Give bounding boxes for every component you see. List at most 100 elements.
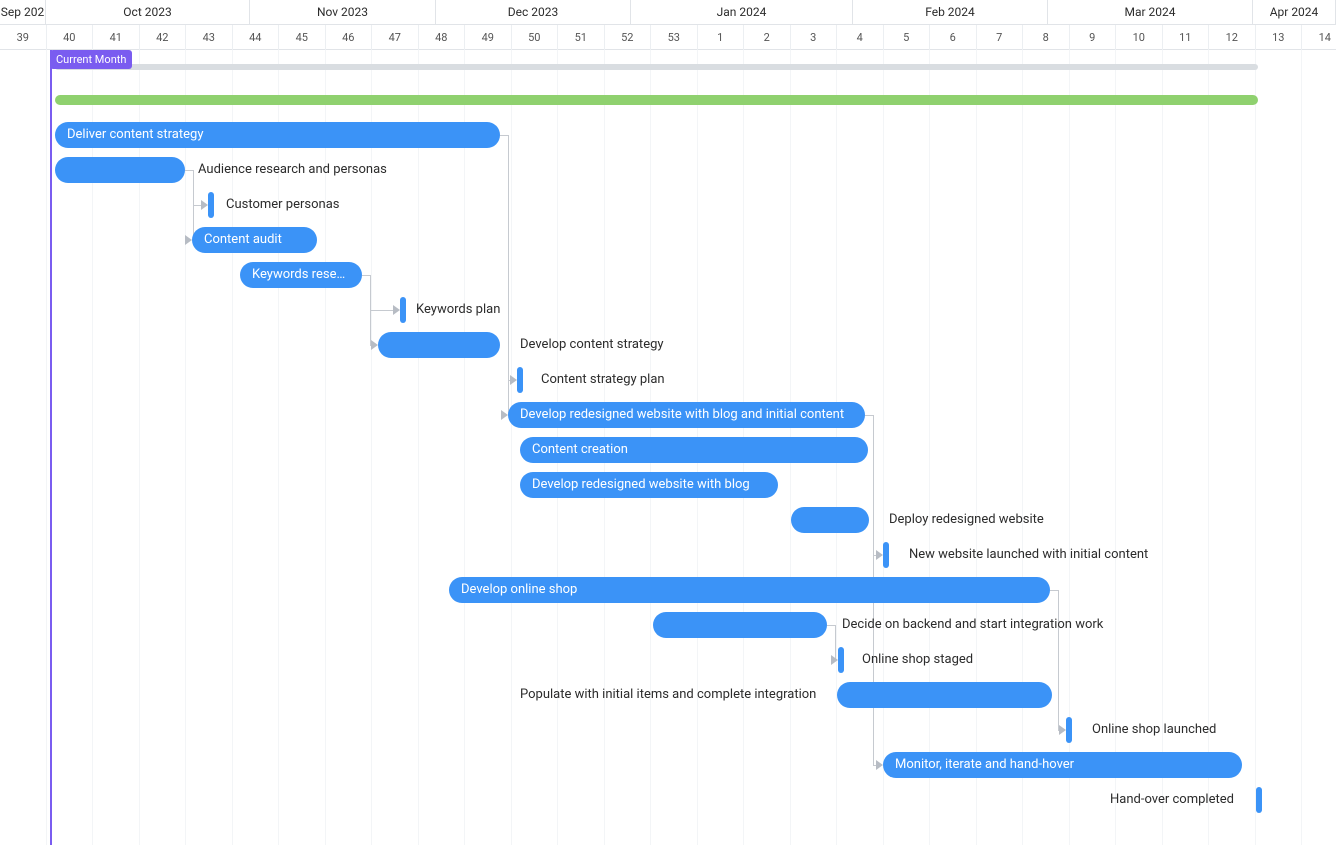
task-label: Online shop launched (1092, 717, 1216, 743)
dependency-line (1050, 590, 1058, 591)
phase-bar[interactable] (55, 95, 1258, 105)
task-bar[interactable]: Deliver content strategy (55, 122, 500, 148)
week-cell: 51 (558, 25, 605, 50)
summary-bar[interactable] (55, 64, 1258, 70)
dependency-line (500, 135, 508, 136)
task-label: Online shop staged (862, 647, 973, 673)
weeks-row: 3940414243444546474849505152531234567891… (0, 25, 1336, 50)
dependency-line (827, 625, 835, 626)
milestone-bar[interactable] (883, 542, 889, 568)
dependency-line (865, 415, 873, 416)
task-label: Customer personas (226, 192, 339, 218)
dependency-arrow-icon (501, 410, 508, 420)
milestone-bar[interactable] (400, 297, 406, 323)
month-cell: Oct 2023 (46, 0, 250, 25)
gridline (884, 50, 931, 845)
week-cell: 11 (1163, 25, 1210, 50)
dependency-arrow-icon (201, 200, 208, 210)
week-cell: 40 (47, 25, 94, 50)
dependency-line (193, 170, 194, 240)
week-cell: 43 (186, 25, 233, 50)
month-cell: Jan 2024 (631, 0, 853, 25)
week-cell: 5 (884, 25, 931, 50)
task-bar[interactable] (378, 332, 500, 358)
task-label: Decide on backend and start integration … (842, 612, 1103, 638)
dependency-arrow-icon (393, 305, 400, 315)
week-cell: 4 (837, 25, 884, 50)
week-cell: 2 (744, 25, 791, 50)
dependency-arrow-icon (876, 550, 883, 560)
gridline (1256, 50, 1303, 845)
task-bar[interactable]: Develop online shop (449, 577, 1050, 603)
gridline (419, 50, 466, 845)
dependency-arrow-icon (510, 375, 517, 385)
task-bar[interactable] (55, 157, 185, 183)
timeline-header: Sep 202Oct 2023Nov 2023Dec 2023Jan 2024F… (0, 0, 1336, 50)
month-cell: Nov 2023 (250, 0, 436, 25)
gridline (0, 50, 47, 845)
week-cell: 14 (1302, 25, 1336, 50)
task-label: Audience research and personas (198, 157, 387, 183)
current-month-line (50, 50, 52, 845)
week-cell: 9 (1070, 25, 1117, 50)
dependency-line (370, 275, 371, 345)
gridline (977, 50, 1024, 845)
week-cell: 39 (0, 25, 47, 50)
current-month-badge: Current Month (50, 50, 132, 69)
task-bar[interactable]: Monitor, iterate and hand-hover (883, 752, 1242, 778)
task-bar[interactable]: Keywords resea... (240, 262, 362, 288)
task-label: Hand-over completed (1110, 787, 1234, 813)
month-cell: Apr 2024 (1253, 0, 1336, 25)
week-cell: 12 (1209, 25, 1256, 50)
task-label: Deploy redesigned website (889, 507, 1044, 533)
dependency-arrow-icon (876, 760, 883, 770)
dependency-line (508, 135, 509, 415)
task-label: Populate with initial items and complete… (520, 682, 816, 708)
week-cell: 44 (233, 25, 280, 50)
task-bar[interactable] (791, 507, 869, 533)
month-cell: Dec 2023 (436, 0, 631, 25)
month-cell: Mar 2024 (1048, 0, 1253, 25)
gridline (930, 50, 977, 845)
week-cell: 52 (605, 25, 652, 50)
month-cell: Feb 2024 (853, 0, 1048, 25)
task-label: Develop content strategy (520, 332, 664, 358)
week-cell: 1 (698, 25, 745, 50)
dependency-line (1058, 590, 1059, 730)
week-cell: 47 (372, 25, 419, 50)
milestone-bar[interactable] (1256, 787, 1262, 813)
dependency-arrow-icon (371, 340, 378, 350)
task-bar[interactable]: Content audit (192, 227, 317, 253)
dependency-line (185, 170, 193, 171)
task-bar[interactable] (837, 682, 1052, 708)
week-cell: 13 (1256, 25, 1303, 50)
months-row: Sep 202Oct 2023Nov 2023Dec 2023Jan 2024F… (0, 0, 1336, 25)
dependency-arrow-icon (185, 235, 192, 245)
milestone-bar[interactable] (517, 367, 523, 393)
dependency-arrow-icon (831, 655, 838, 665)
task-bar[interactable]: Develop redesigned website with blog (520, 472, 778, 498)
milestone-bar[interactable] (838, 647, 844, 673)
task-label: Keywords plan (416, 297, 500, 323)
week-cell: 50 (512, 25, 559, 50)
task-label: New website launched with initial conten… (909, 542, 1148, 568)
gantt-chart-area[interactable]: Current Month Deliver content strategy Aud… (0, 50, 1336, 845)
week-cell: 6 (930, 25, 977, 50)
task-label: Content strategy plan (541, 367, 665, 393)
week-cell: 10 (1116, 25, 1163, 50)
dependency-line (370, 310, 394, 311)
week-cell: 41 (93, 25, 140, 50)
dependency-line (362, 275, 370, 276)
week-cell: 45 (279, 25, 326, 50)
week-cell: 3 (791, 25, 838, 50)
milestone-bar[interactable] (208, 192, 214, 218)
task-bar[interactable] (653, 612, 827, 638)
week-cell: 46 (326, 25, 373, 50)
month-cell: Sep 202 (0, 0, 46, 25)
week-cell: 49 (465, 25, 512, 50)
week-cell: 7 (977, 25, 1024, 50)
task-bar[interactable]: Develop redesigned website with blog and… (508, 402, 865, 428)
week-cell: 8 (1023, 25, 1070, 50)
milestone-bar[interactable] (1066, 717, 1072, 743)
task-bar[interactable]: Content creation (520, 437, 868, 463)
